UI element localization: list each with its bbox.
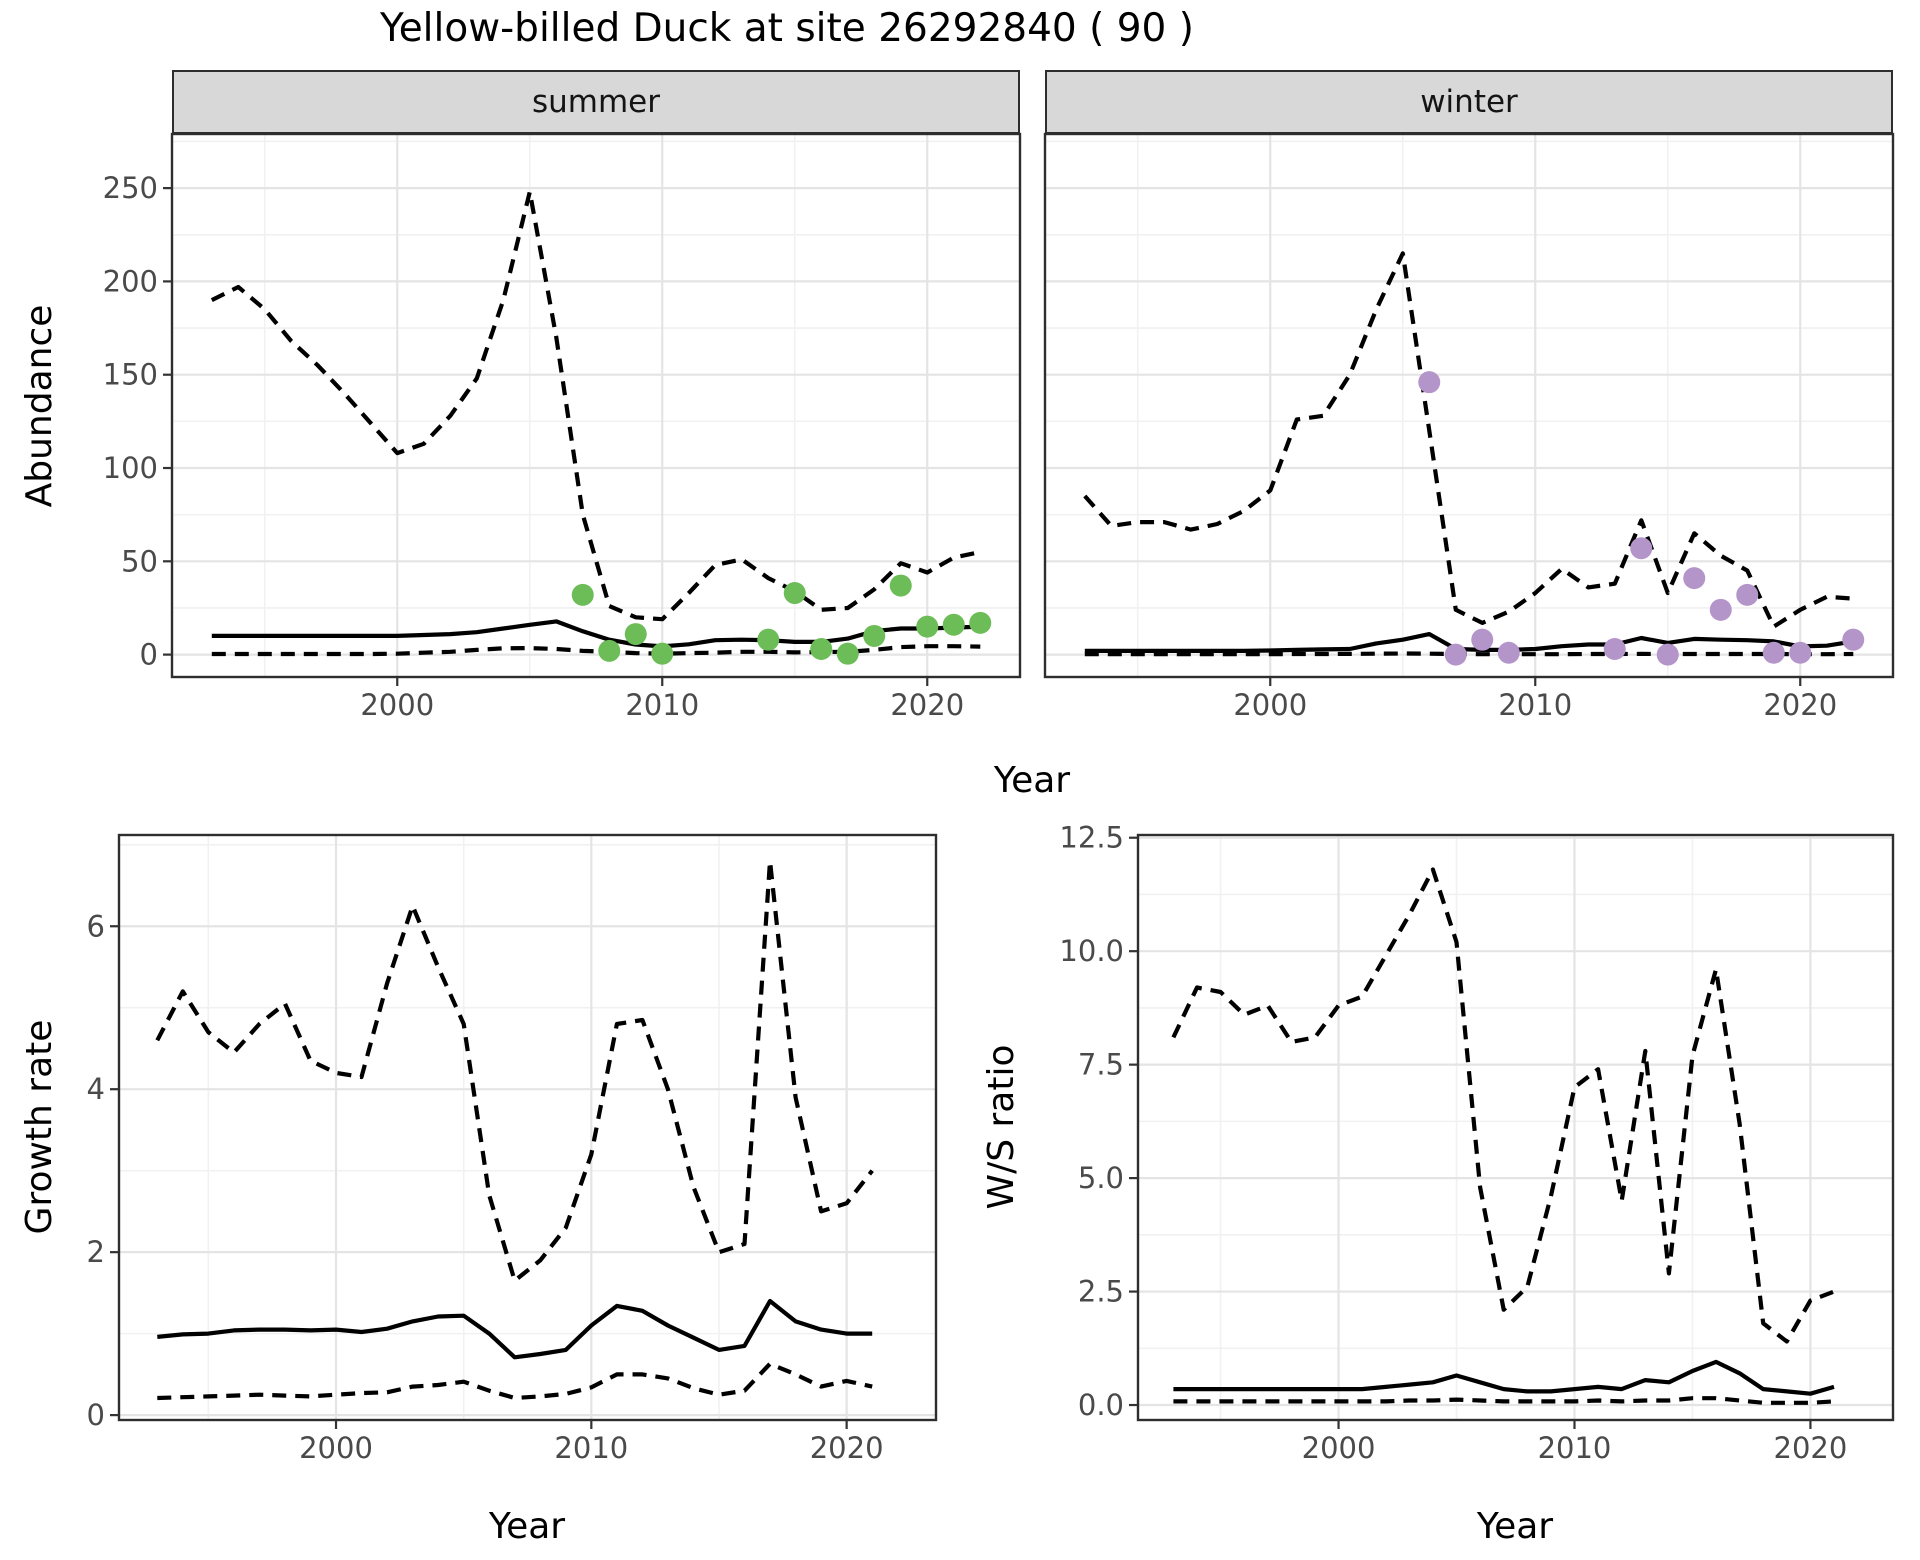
observation-point	[1789, 641, 1812, 664]
observation-point	[969, 611, 992, 634]
upper-ci-line	[1171, 867, 1835, 1344]
lower-ci-line	[1173, 1396, 1835, 1405]
observation-point	[1842, 628, 1865, 651]
x-tick-label: 2020	[810, 1431, 884, 1465]
median-line	[1173, 1359, 1835, 1396]
y-tick-label: 150	[103, 358, 158, 392]
y-tick-label: 4	[87, 1072, 105, 1106]
lower-ci-line	[157, 1361, 873, 1401]
y-tick-label: 0	[140, 638, 158, 672]
observation-point	[1736, 583, 1759, 606]
observation-point	[810, 638, 833, 661]
observation-point	[1630, 537, 1653, 560]
panel-border	[1136, 833, 1895, 1422]
observation-point	[889, 574, 912, 597]
observation-point	[1603, 638, 1626, 661]
y-tick-label: 0.0	[1078, 1388, 1124, 1422]
observation-point	[1656, 643, 1679, 666]
x-tick-label: 2010	[625, 688, 699, 722]
panel-border	[1043, 132, 1895, 679]
x-tick-label: 2020	[1774, 1431, 1848, 1465]
facet-panel-summer: 2000 2010 2020 0 50 100 150 200 250	[103, 132, 1022, 722]
lower-ci-line	[1084, 651, 1854, 657]
upper-ci-line	[155, 858, 874, 1283]
y-tick-label: 0	[87, 1398, 105, 1432]
observation-point	[863, 624, 886, 647]
x-tick-label: 2000	[1302, 1431, 1376, 1465]
observation-point	[1471, 628, 1494, 651]
x-tick-label: 2010	[1498, 688, 1572, 722]
facet-panel-winter: 2000 2010 2020	[1043, 132, 1895, 722]
facet-strip-winter-label: winter	[1420, 84, 1518, 120]
x-tick-label: 2010	[1538, 1431, 1612, 1465]
facet-strip-winter: winter	[1045, 70, 1893, 134]
observation-point	[836, 642, 859, 665]
observation-point	[651, 642, 674, 665]
year-axis-title-ws: Year	[1476, 1506, 1554, 1547]
observation-point	[1709, 598, 1732, 621]
y-tick-label: 7.5	[1078, 1048, 1124, 1082]
x-tick-label: 2000	[299, 1431, 373, 1465]
observation-point	[624, 623, 647, 646]
y-tick-label: 2.5	[1078, 1275, 1124, 1309]
y-tick-label: 100	[103, 451, 158, 485]
x-tick-label: 2020	[890, 688, 964, 722]
observation-point	[598, 639, 621, 662]
facet-panel-growth: 2000 2010 2020 0 2 4 6	[87, 833, 938, 1465]
median-line	[1084, 631, 1854, 654]
abundance-axis-title: Abundance	[19, 304, 60, 508]
growth-rate-axis-title: Growth rate	[19, 1019, 60, 1235]
upper-ci-line	[210, 189, 981, 622]
facet-strip-summer: summer	[172, 70, 1020, 134]
y-tick-label: 50	[121, 544, 158, 578]
median-line	[157, 1298, 873, 1360]
y-tick-label: 5.0	[1078, 1161, 1124, 1195]
observation-point	[916, 615, 939, 638]
y-tick-label: 10.0	[1059, 934, 1124, 968]
y-tick-label: 2	[87, 1235, 105, 1269]
median-line	[211, 619, 981, 649]
y-tick-label: 200	[103, 264, 158, 298]
observation-point	[1497, 641, 1520, 664]
upper-ci-line	[1083, 251, 1854, 629]
lower-ci-line	[211, 644, 981, 657]
observation-point	[1683, 567, 1706, 590]
observation-point	[1762, 641, 1785, 664]
panel-border	[170, 132, 1022, 679]
page-title: Yellow-billed Duck at site 26292840 ( 90…	[380, 6, 1194, 51]
panel-border	[117, 833, 938, 1422]
x-tick-label: 2020	[1763, 688, 1837, 722]
observation-point	[1418, 371, 1441, 394]
observation-point	[1444, 643, 1467, 666]
observation-point	[757, 628, 780, 651]
year-axis-title-growth: Year	[488, 1506, 566, 1547]
observation-point	[942, 613, 965, 636]
year-axis-title-top: Year	[993, 760, 1071, 801]
facet-strip-summer-label: summer	[531, 84, 660, 120]
ws-ratio-axis-title: W/S ratio	[981, 1044, 1022, 1210]
x-tick-label: 2000	[360, 688, 434, 722]
y-tick-label: 250	[103, 171, 158, 205]
observation-point	[571, 583, 594, 606]
observation-point	[783, 582, 806, 605]
y-tick-label: 12.5	[1059, 821, 1124, 855]
facet-panel-ws: 2000 2010 2020 0.0 2.5 5.0 7.5 10.0 12.5	[1059, 821, 1895, 1465]
x-tick-label: 2000	[1233, 688, 1307, 722]
x-tick-label: 2010	[554, 1431, 628, 1465]
y-tick-label: 6	[87, 909, 105, 943]
